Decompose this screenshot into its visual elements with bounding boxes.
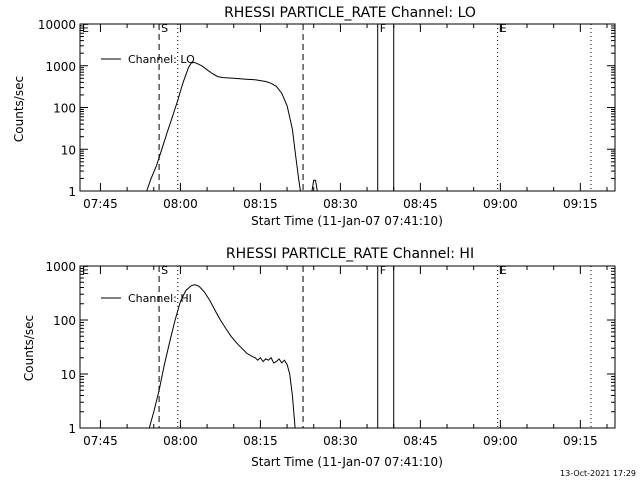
plot-frame-hi [79, 265, 616, 429]
timestamp: 13-Oct-2021 17:29 [560, 469, 636, 478]
x-axis-title-lo: Start Time (11-Jan-07 07:41:10) [251, 214, 443, 228]
marker-label: E [500, 22, 507, 35]
x-tick-label: 09:00 [483, 434, 518, 448]
x-tick-label: 08:15 [243, 197, 278, 211]
series-line-hi-0 [148, 284, 296, 429]
marker-label: F [380, 264, 386, 277]
marker-label: F [380, 22, 386, 35]
y-tick-label: 10 [61, 143, 76, 157]
y-tick-label: 1 [68, 185, 76, 199]
y-axis-title-lo: Counts/sec [12, 76, 26, 142]
chart-panel-lo: RHESSI PARTICLE_RATE Channel: LO Counts/… [12, 5, 616, 228]
x-tick-label: 08:30 [323, 197, 358, 211]
y-tick-label: 10000 [38, 18, 76, 32]
legend-label: Channel: LO [128, 53, 195, 66]
x-tick-label: 09:15 [563, 197, 598, 211]
x-tick-label: 09:00 [483, 197, 518, 211]
x-tick-label: 07:45 [83, 197, 118, 211]
x-tick-label: 08:45 [403, 197, 438, 211]
y-tick-label: 10 [61, 368, 76, 382]
x-axis-title-hi: Start Time (11-Jan-07 07:41:10) [251, 455, 443, 469]
chart-title-hi: RHESSI PARTICLE_RATE Channel: HI [226, 246, 474, 262]
marker-label: E [82, 22, 89, 35]
y-tick-label: 1000 [45, 60, 76, 74]
y-tick-label: 100 [53, 314, 76, 328]
marker-label: S [161, 264, 168, 277]
x-tick-label: 08:15 [243, 434, 278, 448]
legend-label: Channel: HI [128, 292, 192, 305]
series-line-lo-0 [146, 61, 301, 192]
marker-label: S [161, 22, 168, 35]
marker-label: E [82, 264, 89, 277]
y-axis-title-hi: Counts/sec [22, 315, 36, 381]
y-tick-label: 100 [53, 102, 76, 116]
x-tick-label: 09:15 [563, 434, 598, 448]
x-tick-label: 08:00 [163, 197, 198, 211]
y-tick-label: 1000 [45, 260, 76, 274]
y-tick-label: 1 [68, 422, 76, 436]
chart-panel-hi: RHESSI PARTICLE_RATE Channel: HI Counts/… [22, 246, 616, 469]
series-line-lo-1 [311, 179, 318, 192]
marker-label: E [500, 264, 507, 277]
x-tick-label: 07:45 [83, 434, 118, 448]
x-tick-label: 08:00 [163, 434, 198, 448]
chart-title-lo: RHESSI PARTICLE_RATE Channel: LO [224, 5, 476, 21]
x-tick-label: 08:30 [323, 434, 358, 448]
x-tick-label: 08:45 [403, 434, 438, 448]
